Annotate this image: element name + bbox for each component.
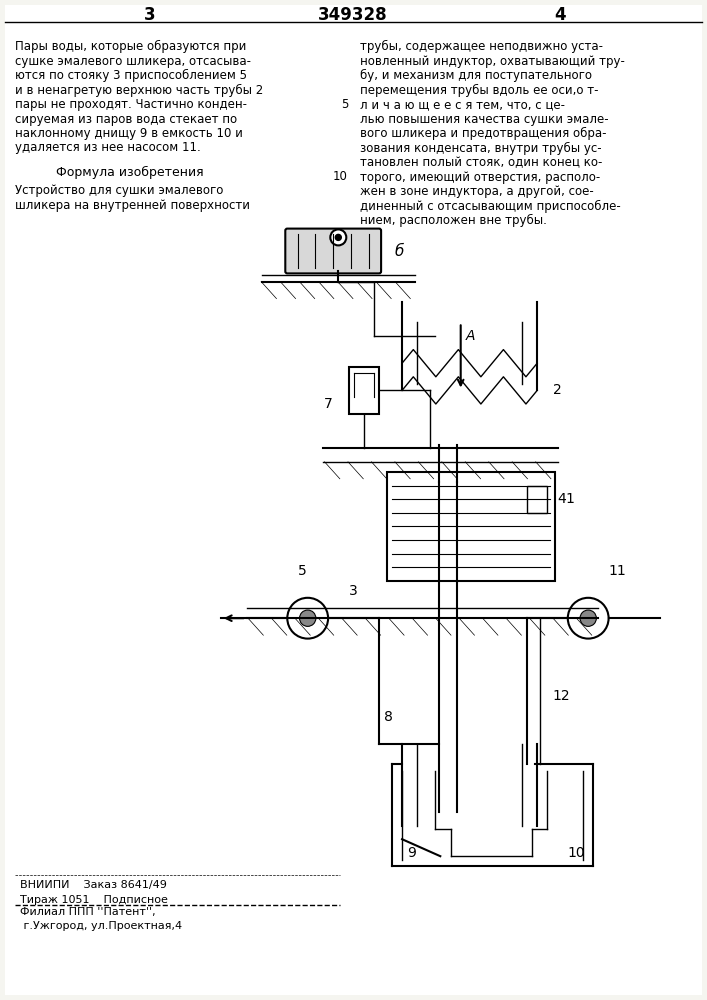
Text: 11: 11 [609, 564, 626, 578]
Text: 10: 10 [333, 170, 348, 184]
Bar [387, 472, 555, 581]
Text: A: A [466, 329, 475, 343]
Text: тановлен полый стояк, один конец ко-: тановлен полый стояк, один конец ко- [360, 156, 602, 169]
Text: удаляется из нее насосом 11.: удаляется из нее насосом 11. [15, 141, 201, 154]
Text: 10: 10 [568, 846, 585, 860]
Circle shape [580, 610, 597, 626]
Text: торого, имеющий отверстия, располо-: торого, имеющий отверстия, располо- [360, 170, 600, 184]
Text: Формула изобретения: Формула изобретения [56, 166, 204, 179]
Text: пары не проходят. Частично конден-: пары не проходят. Частично конден- [15, 98, 247, 111]
Circle shape [300, 610, 316, 626]
Text: и в ненагретую верхнюю часть трубы 2: и в ненагретую верхнюю часть трубы 2 [15, 84, 263, 97]
Text: ВНИИПИ    Заказ 8641/49: ВНИИПИ Заказ 8641/49 [20, 880, 167, 890]
Text: л и ч а ю щ е е с я тем, что, с це-: л и ч а ю щ е е с я тем, что, с це- [360, 98, 565, 111]
Text: 5: 5 [341, 98, 348, 111]
Bar [527, 486, 547, 513]
Text: 4: 4 [558, 492, 566, 506]
Text: Тираж 1051    Подписное: Тираж 1051 Подписное [20, 895, 168, 905]
Text: 5: 5 [298, 564, 307, 578]
Circle shape [335, 234, 341, 240]
Text: наклонному днищу 9 в емкость 10 и: наклонному днищу 9 в емкость 10 и [15, 127, 243, 140]
FancyBboxPatch shape [286, 229, 381, 273]
FancyBboxPatch shape [5, 5, 702, 995]
Circle shape [568, 598, 609, 639]
Text: 8: 8 [384, 710, 393, 724]
Text: ются по стояку 3 приспособлением 5: ются по стояку 3 приспособлением 5 [15, 69, 247, 82]
Text: зования конденсата, внутри трубы ус-: зования конденсата, внутри трубы ус- [360, 141, 602, 155]
Text: 4: 4 [554, 6, 566, 24]
Text: 349328: 349328 [318, 6, 388, 24]
Text: 9: 9 [407, 846, 416, 860]
Circle shape [287, 598, 328, 639]
Text: диненный с отсасывающим приспособле-: диненный с отсасывающим приспособле- [360, 200, 621, 213]
Text: перемещения трубы вдоль ее оси,о т-: перемещения трубы вдоль ее оси,о т- [360, 84, 599, 97]
Text: вого шликера и предотвращения обра-: вого шликера и предотвращения обра- [360, 127, 607, 140]
Text: 12: 12 [552, 689, 570, 703]
Text: жен в зоне индуктора, а другой, сое-: жен в зоне индуктора, а другой, сое- [360, 185, 594, 198]
Text: сушке эмалевого шликера, отсасыва-: сушке эмалевого шликера, отсасыва- [15, 54, 251, 68]
Text: Устройство для сушки эмалевого: Устройство для сушки эмалевого [15, 184, 223, 197]
Text: б: б [395, 243, 404, 258]
Text: бу, и механизм для поступательного: бу, и механизм для поступательного [360, 69, 592, 82]
Circle shape [330, 229, 346, 245]
Text: г.Ужгород, ул.Проектная,4: г.Ужгород, ул.Проектная,4 [20, 921, 182, 931]
Text: 1: 1 [566, 492, 574, 506]
Text: сируемая из паров вода стекает по: сируемая из паров вода стекает по [15, 112, 237, 125]
Text: шликера на внутренней поверхности: шликера на внутренней поверхности [15, 198, 250, 212]
Text: нием, расположен вне трубы.: нием, расположен вне трубы. [360, 214, 547, 227]
Text: 7: 7 [324, 397, 332, 411]
Text: новленный индуктор, охватывающий тру-: новленный индуктор, охватывающий тру- [360, 54, 625, 68]
Text: Филиал ППП ''Патент'',: Филиал ППП ''Патент'', [20, 907, 156, 917]
Bar [349, 367, 379, 414]
Text: лью повышения качества сушки эмале-: лью повышения качества сушки эмале- [360, 112, 609, 125]
Text: 3: 3 [144, 6, 156, 24]
Text: 2: 2 [552, 383, 561, 397]
Text: Пары воды, которые образуются при: Пары воды, которые образуются при [15, 40, 246, 53]
Text: трубы, содержащее неподвижно уста-: трубы, содержащее неподвижно уста- [360, 40, 603, 53]
Text: 3: 3 [349, 584, 358, 598]
